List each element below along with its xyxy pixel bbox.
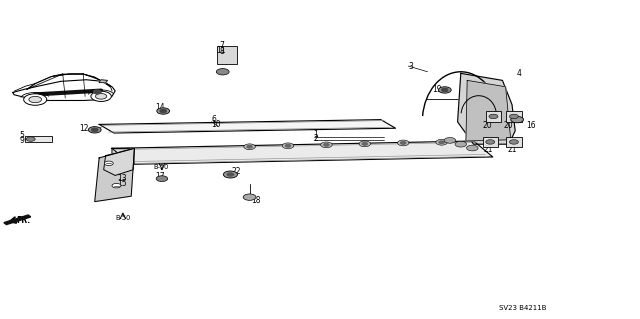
Polygon shape bbox=[99, 120, 396, 133]
Text: 3: 3 bbox=[408, 62, 413, 71]
Text: 19: 19 bbox=[433, 85, 442, 94]
Text: 10: 10 bbox=[211, 120, 221, 129]
Circle shape bbox=[455, 141, 467, 147]
Text: 18: 18 bbox=[252, 197, 261, 205]
Circle shape bbox=[157, 108, 170, 114]
Circle shape bbox=[324, 144, 329, 146]
Polygon shape bbox=[99, 80, 108, 83]
FancyBboxPatch shape bbox=[506, 137, 522, 147]
Circle shape bbox=[362, 143, 367, 145]
Text: 11: 11 bbox=[216, 46, 226, 55]
FancyBboxPatch shape bbox=[506, 111, 522, 122]
Text: 5: 5 bbox=[19, 131, 24, 140]
FancyBboxPatch shape bbox=[486, 111, 501, 122]
Polygon shape bbox=[51, 74, 83, 77]
Circle shape bbox=[359, 141, 371, 147]
Circle shape bbox=[401, 142, 406, 144]
Circle shape bbox=[438, 87, 451, 93]
Circle shape bbox=[160, 109, 166, 113]
Text: 2: 2 bbox=[314, 134, 318, 143]
Circle shape bbox=[112, 183, 121, 188]
Polygon shape bbox=[83, 74, 104, 82]
Circle shape bbox=[509, 140, 518, 144]
Text: B-50: B-50 bbox=[115, 215, 131, 220]
Text: FR.: FR. bbox=[16, 216, 30, 225]
Circle shape bbox=[95, 93, 107, 99]
Circle shape bbox=[91, 91, 111, 101]
Circle shape bbox=[467, 145, 478, 151]
Circle shape bbox=[156, 176, 168, 182]
FancyBboxPatch shape bbox=[25, 136, 52, 142]
Polygon shape bbox=[458, 73, 515, 144]
Circle shape bbox=[247, 145, 252, 148]
Circle shape bbox=[93, 90, 101, 94]
Text: 6: 6 bbox=[211, 115, 216, 124]
Text: 13: 13 bbox=[117, 174, 127, 183]
Circle shape bbox=[282, 143, 294, 149]
Circle shape bbox=[243, 194, 256, 200]
Text: 22: 22 bbox=[232, 167, 241, 176]
Text: 14: 14 bbox=[155, 103, 164, 112]
Circle shape bbox=[104, 161, 113, 166]
Circle shape bbox=[216, 69, 229, 75]
Polygon shape bbox=[104, 148, 134, 175]
Text: 9: 9 bbox=[19, 137, 24, 145]
Circle shape bbox=[223, 171, 237, 178]
Circle shape bbox=[439, 141, 444, 144]
Circle shape bbox=[88, 127, 101, 133]
Text: 20: 20 bbox=[503, 121, 513, 130]
Circle shape bbox=[285, 145, 291, 147]
Polygon shape bbox=[112, 141, 493, 164]
Polygon shape bbox=[466, 80, 511, 141]
Text: 20: 20 bbox=[483, 121, 492, 130]
Circle shape bbox=[321, 142, 332, 148]
Circle shape bbox=[24, 94, 47, 105]
Polygon shape bbox=[112, 148, 134, 164]
Text: SV23 B4211B: SV23 B4211B bbox=[499, 305, 547, 311]
Circle shape bbox=[397, 140, 409, 146]
Text: 21: 21 bbox=[483, 145, 493, 154]
Circle shape bbox=[442, 88, 448, 92]
Circle shape bbox=[511, 116, 524, 123]
Text: 17: 17 bbox=[156, 172, 165, 181]
Text: 15: 15 bbox=[117, 179, 127, 188]
FancyBboxPatch shape bbox=[217, 46, 237, 64]
Text: 21: 21 bbox=[508, 145, 517, 154]
Text: 16: 16 bbox=[526, 121, 536, 130]
Polygon shape bbox=[27, 74, 63, 89]
Circle shape bbox=[92, 128, 98, 131]
Circle shape bbox=[489, 114, 498, 119]
Text: 1: 1 bbox=[314, 130, 318, 139]
Text: 7: 7 bbox=[219, 41, 224, 50]
Text: 8: 8 bbox=[220, 47, 224, 56]
Circle shape bbox=[436, 139, 447, 145]
FancyBboxPatch shape bbox=[483, 137, 498, 147]
Circle shape bbox=[26, 137, 35, 141]
Circle shape bbox=[509, 114, 518, 119]
Text: 4: 4 bbox=[517, 69, 522, 78]
Circle shape bbox=[29, 96, 42, 103]
Circle shape bbox=[227, 173, 234, 176]
Polygon shape bbox=[95, 148, 134, 202]
Circle shape bbox=[444, 137, 456, 143]
Text: B-50: B-50 bbox=[154, 164, 169, 169]
Circle shape bbox=[486, 140, 495, 144]
Circle shape bbox=[244, 144, 255, 150]
Text: 12: 12 bbox=[79, 124, 88, 133]
Polygon shape bbox=[4, 215, 31, 225]
